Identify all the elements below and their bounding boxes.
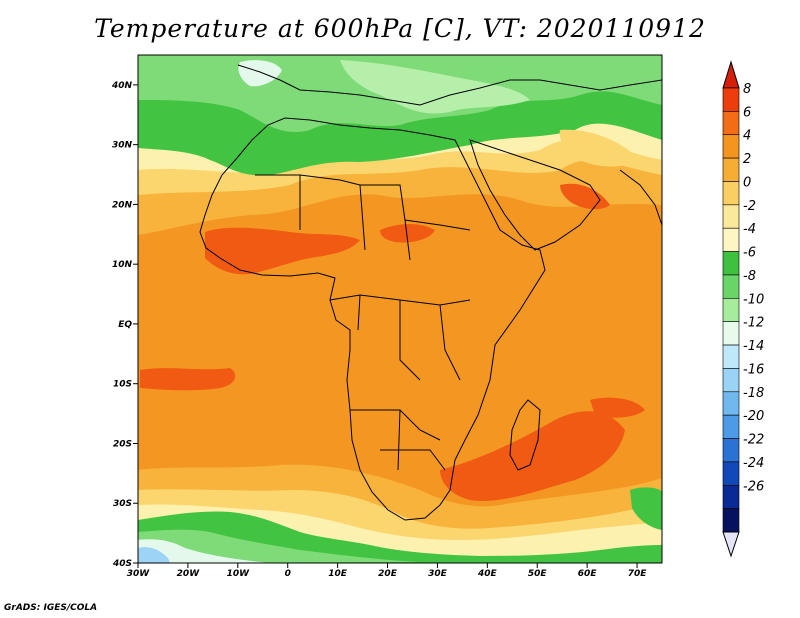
lon-tick-label: 20W — [177, 569, 201, 579]
latitude-ticks: 40N 30N 20N 10N EQ 10S 20S 30S 40S — [111, 81, 138, 569]
lon-tick-label: 20E — [378, 569, 398, 579]
madagascar-coastline — [509, 399, 541, 471]
patch-hot-westafrica — [205, 227, 360, 275]
band-palegreen-north — [340, 60, 530, 114]
lat-tick-label: 30N — [112, 141, 133, 151]
colorbar-level-label: -24 — [743, 456, 764, 471]
lon-tick-label: 60E — [578, 569, 598, 579]
lat-tick-label: EQ — [118, 320, 132, 330]
colorbar-level-label: -2 — [743, 199, 756, 214]
colorbar-level-label: -12 — [743, 316, 764, 331]
patch-hot-sw — [590, 397, 645, 418]
patch-hot-tropsouth — [140, 368, 236, 391]
colorbar-segment — [722, 368, 740, 393]
patch-cyan-north — [238, 60, 282, 87]
colorbar-segment — [722, 508, 740, 533]
colorbar-segment — [722, 298, 740, 322]
borders-south — [350, 409, 446, 471]
colorbar-level-label: -22 — [743, 433, 764, 448]
europe-coastline — [237, 64, 662, 106]
colorbar-segment — [722, 461, 740, 486]
colorbar-segment — [722, 321, 740, 346]
colorbar-segment — [722, 227, 740, 252]
lat-tick-label: 10S — [113, 380, 132, 390]
colorbar-level-label: 6 — [743, 105, 751, 120]
patch-green-se — [630, 487, 662, 530]
colorbar-segment — [722, 274, 740, 299]
colorbar-level-label: 8 — [743, 82, 751, 97]
lon-tick-label: 50E — [528, 569, 548, 579]
lon-tick-label: 40E — [477, 569, 498, 579]
map-frame — [137, 54, 663, 564]
colorbar-level-label: 4 — [743, 129, 751, 144]
lat-tick-label: 10N — [112, 260, 133, 270]
colorbar-segment — [722, 157, 740, 182]
colorbar-segment — [722, 344, 740, 369]
lat-tick-label: 40N — [111, 81, 133, 91]
colorbar-segment — [722, 87, 740, 112]
colorbar: 8 6 4 2 0 -2 -4 -6 -8 -10 -12 -14 -16 -18 -20 -22 -24 -26 — [722, 60, 764, 558]
colorbar-segment — [722, 111, 740, 136]
band-blue-south — [138, 547, 170, 563]
colorbar-level-label: -8 — [743, 269, 756, 284]
colorbar-segment — [722, 181, 740, 206]
india-coastline — [619, 169, 662, 226]
colorbar-bottom-arrow — [722, 531, 740, 558]
lon-tick-label: 0 — [285, 569, 291, 579]
band-cyan-south — [138, 539, 270, 563]
colorbar-level-label: -10 — [743, 292, 764, 307]
lon-tick-label: 30E — [428, 569, 448, 579]
patch-green-arabia — [559, 129, 640, 167]
colorbar-segment — [722, 134, 740, 159]
colorbar-segment — [722, 438, 740, 463]
africa-coastline — [199, 117, 546, 521]
lon-tick-label: 10E — [328, 569, 348, 579]
colorbar-segment — [722, 391, 740, 416]
lat-tick-label: 30S — [113, 499, 132, 509]
patch-hot-sudan — [380, 224, 435, 243]
colorbar-level-label: -20 — [743, 409, 764, 424]
colorbar-level-label: -16 — [743, 362, 764, 377]
borders-north — [255, 174, 471, 261]
arabia-coastline — [469, 139, 601, 251]
lat-tick-label: 20S — [113, 439, 132, 449]
borders-central — [329, 294, 471, 381]
coastlines — [199, 64, 662, 521]
colorbar-segment — [722, 251, 740, 276]
colorbar-level-label: 0 — [743, 175, 751, 190]
colorbar-level-label: -6 — [743, 246, 756, 261]
colorbar-segment — [722, 204, 740, 229]
colorbar-segment — [722, 414, 740, 439]
colorbar-level-label: -4 — [743, 222, 756, 237]
page-title: Temperature at 600hPa [C], VT: 202011091… — [94, 14, 706, 43]
lat-tick-label: 20N — [112, 200, 133, 210]
lat-tick-label: 40S — [112, 559, 132, 569]
lon-tick-label: 30W — [127, 569, 151, 579]
colorbar-top-arrow — [722, 60, 740, 89]
credit-text: GrADS: IGES/COLA — [4, 603, 98, 613]
colorbar-segment — [722, 484, 740, 509]
colorbar-level-label: -26 — [743, 479, 764, 494]
lon-tick-label: 10W — [227, 569, 251, 579]
colorbar-level-label: -18 — [743, 386, 764, 401]
longitude-ticks: 30W 20W 10W 0 10E 20E 30E 40E 50E 60E 70E — [127, 563, 647, 579]
colorbar-level-label: 2 — [743, 152, 751, 167]
colorbar-level-label: -14 — [743, 339, 764, 354]
lon-tick-label: 70E — [628, 569, 648, 579]
